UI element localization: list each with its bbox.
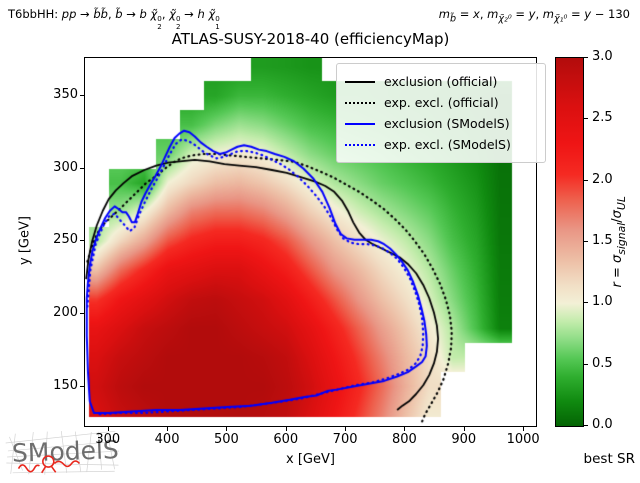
x-tick-mark: [404, 427, 406, 431]
colorbar-tick-mark: [584, 57, 588, 58]
process-annotation: T6bbHH: pp → b̃b̃, b̃ → b χ̃ 0 2, χ̃ 0 2 → h…: [8, 7, 220, 31]
x-tick-mark: [463, 427, 465, 431]
x-tick-mark: [345, 427, 347, 431]
y-tick-label: 200: [53, 305, 78, 320]
dotted-black-line-sample: [345, 101, 375, 104]
colorbar-tick-mark: [584, 118, 588, 120]
y-tick-label: 250: [53, 232, 78, 248]
y-tick-mark: [80, 167, 84, 169]
legend-label: exp. excl. (SModelS): [384, 137, 511, 152]
legend-label: exclusion (official): [384, 74, 498, 89]
solid-blue-line-sample: [345, 122, 375, 125]
best-sr-label: best SR: [583, 451, 635, 467]
x-tick-label: 1000: [506, 432, 540, 447]
colorbar-tick-label: 0.5: [592, 355, 613, 371]
y-tick-mark: [80, 385, 84, 387]
y-tick-label: 350: [53, 86, 78, 102]
x-tick-label: 400: [154, 432, 180, 447]
legend-label: exclusion (SModelS): [384, 116, 510, 131]
colorbar: [555, 57, 584, 427]
x-tick-mark: [285, 427, 287, 431]
colorbar-tick-label: 2.5: [592, 110, 613, 126]
colorbar-tick-mark: [584, 241, 588, 242]
y-axis-label: y [GeV]: [17, 216, 33, 265]
legend-item: exp. excl. (SModelS): [345, 134, 537, 155]
legend: exclusion (official) exp. excl. (officia…: [336, 63, 546, 163]
solid-black-line-sample: [345, 80, 375, 83]
x-tick-mark: [107, 427, 109, 431]
smodels-logo-graphic: SModelS: [5, 430, 120, 475]
colorbar-tick-label: 3.0: [592, 49, 613, 64]
colorbar-tick-label: 2.0: [592, 171, 613, 187]
colorbar-tick-label: 0.0: [592, 417, 613, 432]
smodels-logo: SModelS: [3, 425, 125, 479]
legend-label: exp. excl. (official): [384, 95, 499, 110]
x-tick-label: 700: [332, 432, 358, 447]
x-tick-mark: [167, 427, 169, 431]
logo-text: SModelS: [12, 435, 120, 468]
y-tick-mark: [80, 94, 84, 96]
x-tick-label: 500: [213, 432, 239, 447]
legend-item: exclusion (SModelS): [345, 113, 537, 134]
x-axis-label: x [GeV]: [286, 452, 335, 467]
x-tick-mark: [226, 427, 228, 431]
y-tick-label: 150: [53, 377, 78, 393]
colorbar-tick-mark: [584, 363, 588, 365]
mass-parameter-annotation: mb̃ = x, mχ̃₂⁰ = y, mχ̃₁⁰ = y − 130: [438, 7, 630, 25]
y-tick-label: 300: [53, 159, 78, 175]
x-tick-label: 800: [392, 432, 417, 447]
x-tick-label: 600: [273, 432, 299, 447]
x-tick-mark: [523, 427, 525, 431]
legend-item: exclusion (official): [345, 71, 537, 92]
colorbar-tick-label: 1.5: [592, 233, 613, 248]
dotted-blue-line-sample: [345, 143, 375, 146]
y-tick-mark: [80, 240, 84, 242]
x-tick-label: 300: [95, 432, 121, 447]
legend-item: exp. excl. (official): [345, 92, 537, 113]
colorbar-tick-label: 1.0: [592, 294, 613, 310]
logo-red-decay-diagram: [17, 455, 81, 474]
colorbar-tick-mark: [584, 425, 588, 426]
plot-title: ATLAS-SUSY-2018-40 (efficiencyMap): [171, 30, 450, 48]
colorbar-tick-mark: [584, 179, 588, 181]
y-tick-mark: [80, 313, 84, 314]
x-tick-label: 900: [451, 432, 477, 447]
colorbar-tick-mark: [584, 302, 588, 304]
